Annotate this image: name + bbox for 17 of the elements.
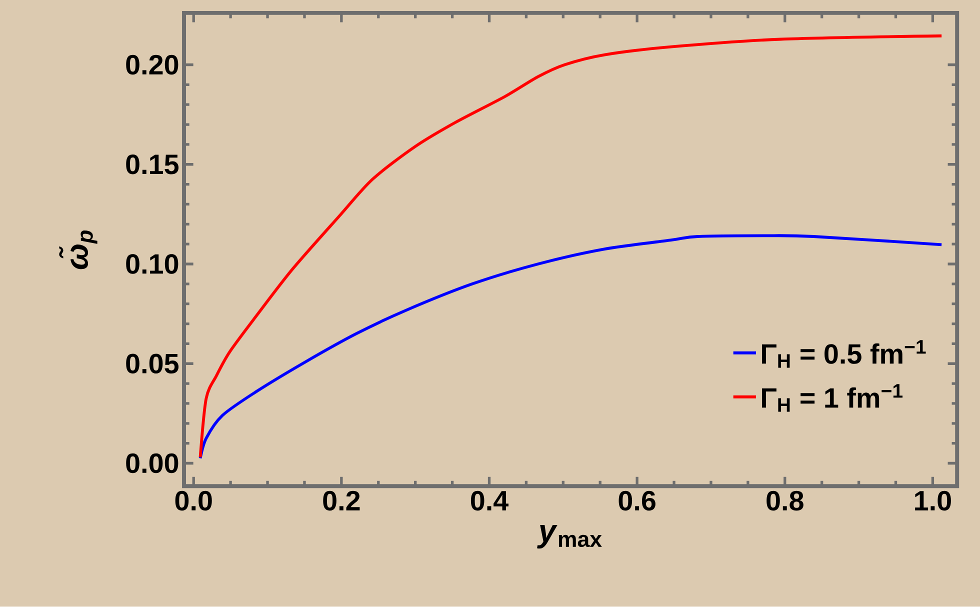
legend-label: Γ$_{H}$ = 0.5 fm$^{−1}$: [762, 340, 926, 368]
y-tick-label: 0.05: [126, 354, 179, 374]
x-tick-label: 1.0: [915, 490, 951, 511]
line-series: [198, 234, 944, 460]
y-tick-label: 0.15: [126, 154, 179, 174]
x-tick-label: 0.4: [470, 490, 508, 511]
y-tick-label: 0.10: [126, 254, 178, 274]
line-series: [198, 34, 944, 459]
y-axis-title: ω̃$_{p}$: [59, 230, 98, 270]
x-axis-title: y$_{max}$: [537, 525, 602, 549]
x-tick-label: 0.0: [175, 490, 212, 511]
x-tick-label: 0.8: [766, 490, 804, 511]
y-tick-label: 0.00: [126, 454, 178, 474]
x-tick-label: 0.2: [323, 490, 360, 511]
legend-label: Γ$_{H}$ = 1 fm$^{−1}$: [762, 384, 903, 412]
y-tick-label: 0.20: [126, 55, 178, 75]
x-tick-label: 0.6: [618, 490, 656, 511]
